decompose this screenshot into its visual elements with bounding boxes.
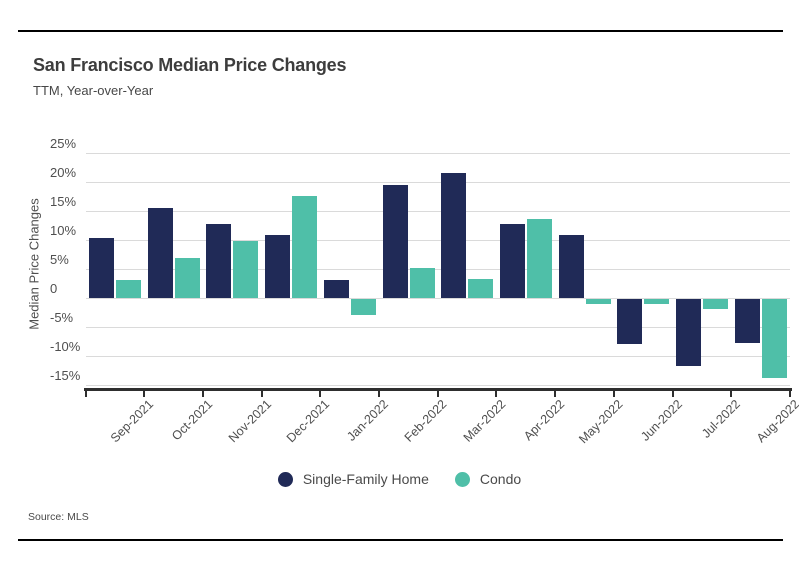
bar-condo-may-2022[interactable] [586, 299, 611, 304]
x-axis-tick [730, 388, 732, 397]
top-divider [18, 30, 783, 32]
bar-condo-jan-2022[interactable] [351, 299, 376, 315]
y-axis-tick-label-20-: 20% [50, 165, 77, 180]
page-title: San Francisco Median Price Changes [33, 55, 347, 75]
source-note: Source: MLS [28, 511, 89, 523]
x-axis-tick-label-feb-2022: Feb-2022 [402, 397, 450, 445]
bar-condo-aug-2022[interactable] [762, 299, 787, 378]
x-axis-tick [261, 388, 263, 397]
bar-single-family-home-jul-2022[interactable] [676, 299, 701, 366]
y-axis-tick-label--10-: -10% [50, 339, 81, 354]
bar-condo-feb-2022[interactable] [410, 268, 435, 298]
y-axis-tick-label--5-: -5% [50, 310, 74, 325]
legend-item-single-family-home[interactable]: Single-Family Home [277, 471, 429, 487]
gridline-0 [85, 298, 790, 299]
bar-single-family-home-aug-2022[interactable] [735, 299, 760, 343]
legend: Single-Family Home Condo [0, 471, 799, 487]
bar-condo-jun-2022[interactable] [644, 299, 669, 304]
bar-single-family-home-dec-2021[interactable] [265, 235, 290, 298]
y-axis-tick-label-0: 0 [50, 281, 58, 296]
bottom-divider [18, 539, 783, 541]
legend-item-condo[interactable]: Condo [454, 471, 522, 487]
y-axis-tick-label--15-: -15% [50, 368, 81, 383]
bar-single-family-home-feb-2022[interactable] [383, 185, 408, 298]
gridline--10- [85, 356, 790, 357]
x-axis-tick [85, 388, 87, 397]
x-axis-tick [495, 388, 497, 397]
x-axis-tick [378, 388, 380, 397]
x-axis-tick [554, 388, 556, 397]
bar-single-family-home-may-2022[interactable] [559, 235, 584, 298]
x-axis-tick [613, 388, 615, 397]
bar-condo-nov-2021[interactable] [233, 241, 258, 298]
x-axis-tick-label-mar-2022: Mar-2022 [460, 397, 508, 445]
x-axis-tick-label-jan-2022: Jan-2022 [344, 397, 391, 444]
gridline-5- [85, 269, 790, 270]
legend-dot-condo-icon [454, 471, 470, 487]
page-subtitle: TTM, Year-over-Year [33, 83, 154, 98]
y-axis-tick-label-5-: 5% [50, 252, 69, 267]
x-axis-tick-label-dec-2021: Dec-2021 [283, 397, 332, 446]
x-axis-tick-label-jul-2022: Jul-2022 [699, 397, 743, 441]
x-axis-tick-label-oct-2021: Oct-2021 [168, 397, 215, 444]
x-axis-tick [672, 388, 674, 397]
gridline-10- [85, 240, 790, 241]
x-axis-tick-label-sep-2021: Sep-2021 [107, 397, 156, 446]
gridline--15- [85, 385, 790, 386]
gridline--5- [85, 327, 790, 328]
bar-condo-oct-2021[interactable] [175, 258, 200, 298]
bar-single-family-home-mar-2022[interactable] [441, 173, 466, 298]
x-axis-tick [202, 388, 204, 397]
x-axis-tick-label-may-2022: May-2022 [576, 397, 626, 447]
legend-label-condo: Condo [479, 471, 522, 487]
x-axis-tick-label-aug-2022: Aug-2022 [753, 397, 799, 446]
x-axis-tick [143, 388, 145, 397]
y-axis-tick-label-15-: 15% [50, 194, 77, 209]
bar-single-family-home-apr-2022[interactable] [500, 224, 525, 298]
bar-single-family-home-jun-2022[interactable] [617, 299, 642, 344]
y-axis-tick-label-10-: 10% [50, 223, 77, 238]
bar-single-family-home-jan-2022[interactable] [324, 280, 349, 298]
bar-single-family-home-nov-2021[interactable] [206, 224, 231, 298]
bar-single-family-home-sep-2021[interactable] [89, 238, 114, 298]
y-axis-title: Median Price Changes [26, 198, 42, 330]
bar-single-family-home-oct-2021[interactable] [148, 208, 173, 298]
bar-condo-mar-2022[interactable] [468, 279, 493, 298]
y-axis-tick-label-25-: 25% [50, 136, 77, 151]
x-axis-tick [319, 388, 321, 397]
x-axis-tick-label-nov-2021: Nov-2021 [225, 397, 274, 446]
gridline-25- [85, 153, 790, 154]
gridline-15- [85, 211, 790, 212]
bar-condo-dec-2021[interactable] [292, 196, 317, 298]
x-axis-tick-label-apr-2022: Apr-2022 [520, 397, 567, 444]
bar-condo-sep-2021[interactable] [116, 280, 141, 298]
legend-label-single-family-home: Single-Family Home [302, 471, 429, 487]
bar-condo-jul-2022[interactable] [703, 299, 728, 309]
x-axis-tick [437, 388, 439, 397]
gridline-20- [85, 182, 790, 183]
x-axis-tick-label-jun-2022: Jun-2022 [638, 397, 685, 444]
legend-dot-single-family-home-icon [277, 471, 293, 487]
bar-condo-apr-2022[interactable] [527, 219, 552, 298]
x-axis-tick [789, 388, 791, 397]
